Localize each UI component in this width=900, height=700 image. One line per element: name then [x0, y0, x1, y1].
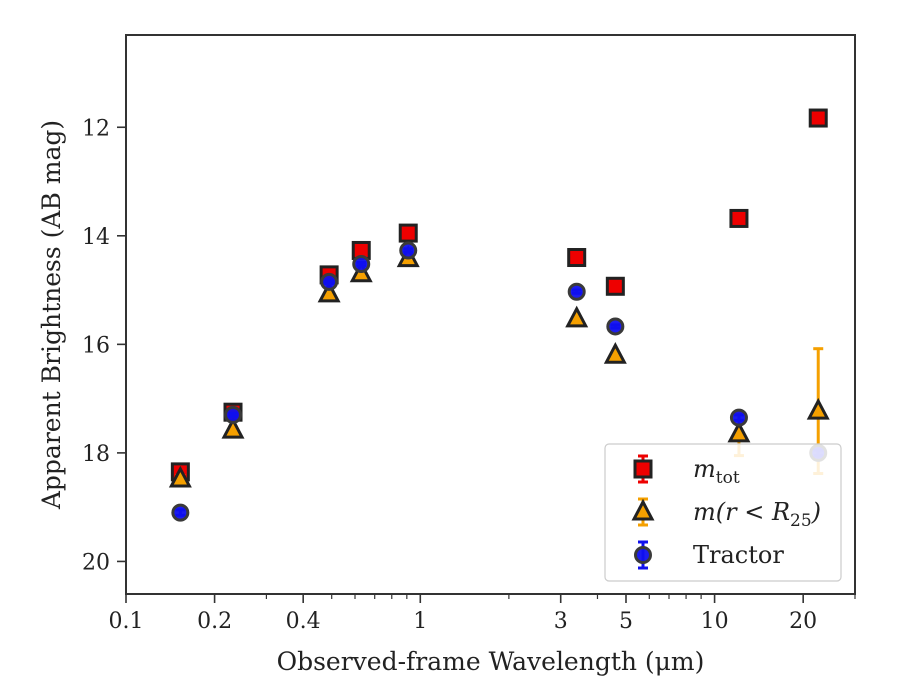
legend-label: Tractor: [693, 541, 784, 569]
legend-marker-square: [633, 459, 653, 479]
legend-box: [604, 443, 842, 582]
data-point-triangle: [806, 397, 830, 420]
data-point-circle: [399, 241, 418, 260]
data-point-square: [398, 223, 418, 243]
data-point-square: [808, 108, 828, 128]
x-tick-label: 5: [619, 609, 633, 634]
data-point-circle: [352, 255, 371, 274]
data-point-triangle: [317, 280, 341, 303]
x-tick-label: 20: [789, 609, 817, 634]
x-tick-label: 0.2: [197, 609, 232, 634]
data-point-triangle: [168, 465, 192, 488]
y-tick-label: 20: [82, 550, 110, 575]
data-point-circle: [729, 408, 748, 427]
data-point-circle: [320, 272, 339, 291]
legend-marker-circle: [634, 546, 652, 564]
data-point-circle: [171, 503, 190, 522]
x-axis: 0.1 0.2 0.4 1 3 5 10 20: [109, 594, 856, 634]
x-tick-label: 10: [701, 609, 729, 634]
x-tick-label: 3: [554, 609, 568, 634]
data-point-triangle: [603, 341, 627, 364]
plot-frame: [125, 34, 856, 595]
data-point-square: [605, 276, 625, 296]
legend-label: m(r < R25): [693, 498, 821, 531]
series-square: [170, 108, 828, 482]
x-tick-label: 1: [413, 609, 427, 634]
y-tick-label: 16: [82, 333, 110, 358]
data-point-triangle: [727, 420, 751, 443]
y-tick-label: 14: [82, 225, 110, 250]
x-axis-label: Observed-frame Wavelength (μm): [277, 647, 705, 676]
data-point-triangle: [221, 416, 245, 439]
legend-marker-triangle: [631, 498, 655, 521]
legend-label: mtot: [693, 455, 740, 488]
data-point-triangle: [565, 305, 589, 328]
data-point-circle: [567, 282, 586, 301]
data-point-circle: [224, 405, 243, 424]
data-point-square: [567, 248, 587, 268]
x-tick-label: 0.1: [109, 609, 144, 634]
y-axis: 12 14 16 18 20: [82, 116, 126, 575]
y-tick-label: 18: [82, 442, 110, 467]
x-tick-label: 0.4: [286, 609, 321, 634]
legend: mtot m(r < R25) Tractor: [604, 443, 842, 582]
y-axis-label: Apparent Brightness (AB mag): [37, 120, 66, 510]
y-tick-label: 12: [82, 116, 110, 141]
data-point-circle: [606, 317, 625, 336]
data-point-square: [729, 208, 749, 228]
